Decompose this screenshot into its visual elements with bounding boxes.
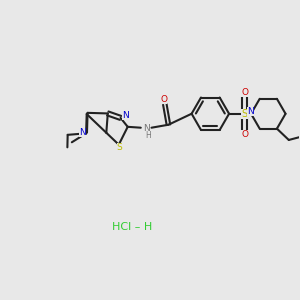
Text: N: N — [143, 124, 149, 133]
Text: S: S — [242, 109, 248, 119]
Text: N: N — [122, 111, 128, 120]
Text: N: N — [247, 107, 254, 116]
Text: HCl – H: HCl – H — [112, 222, 152, 232]
Text: H: H — [146, 130, 152, 140]
Text: O: O — [241, 130, 248, 139]
Text: S: S — [117, 143, 123, 152]
Text: O: O — [241, 88, 248, 97]
Text: O: O — [160, 95, 167, 104]
Text: N: N — [79, 128, 86, 137]
